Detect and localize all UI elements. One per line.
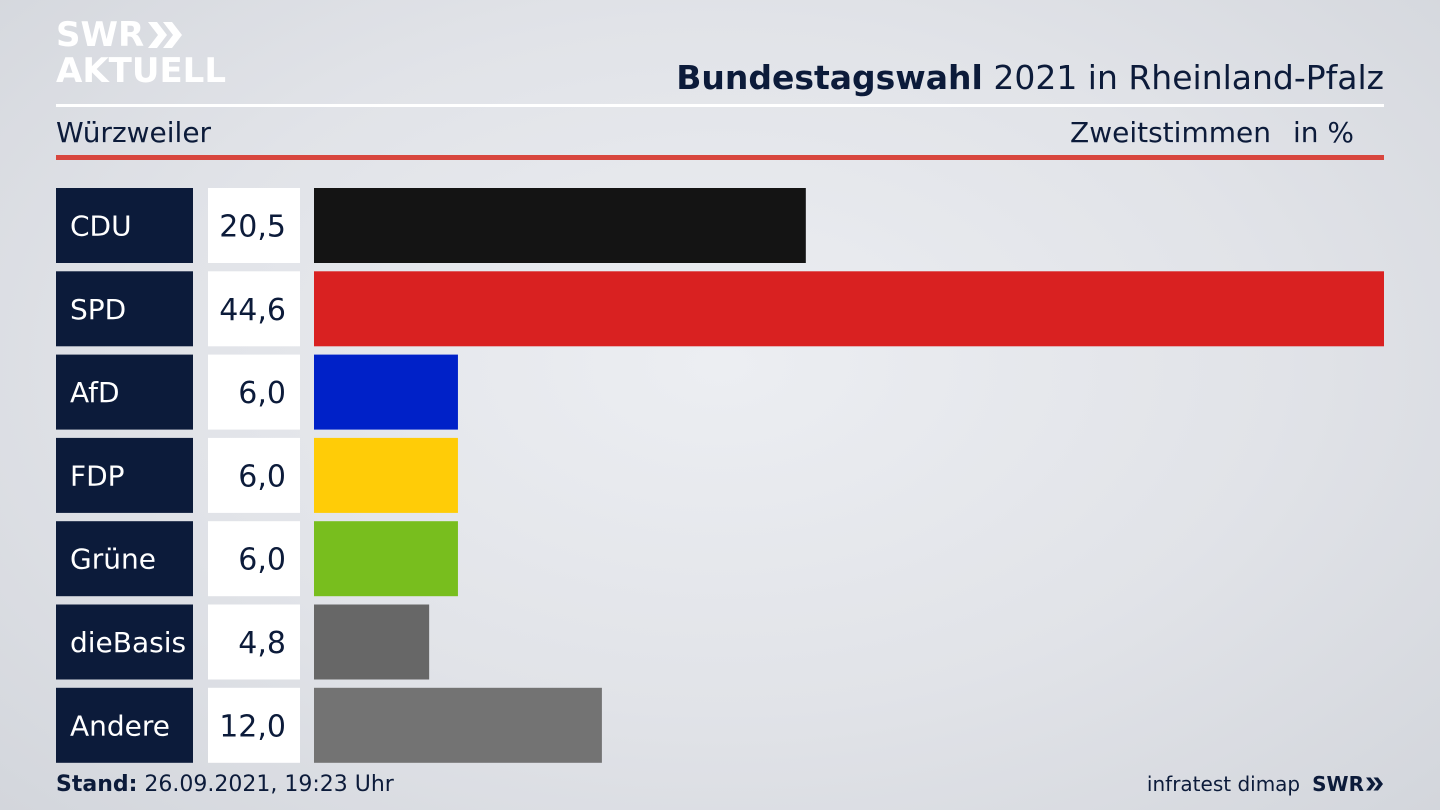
title-rest: 2021 in Rheinland-Pfalz [982, 58, 1384, 97]
party-label-box-fdp [56, 437, 193, 513]
bar-grüne [314, 521, 458, 597]
stand-label: Stand: [56, 772, 138, 797]
measure-text: Zweitstimmen [1070, 116, 1271, 149]
party-label-box-afd [56, 354, 193, 430]
value-label-cdu: 20,5 [219, 210, 286, 245]
page-title: Bundestagswahl 2021 in Rheinland-Pfalz [676, 58, 1384, 97]
bar-fdp [314, 437, 458, 513]
bar-spd [314, 271, 1384, 347]
footer-double-chevron-icon [1366, 777, 1383, 791]
bar-afd [314, 354, 458, 430]
party-label-box-grüne [56, 521, 193, 597]
value-label-spd: 44,6 [219, 293, 286, 328]
value-box-diebasis [208, 604, 300, 680]
timestamp: Stand: 26.09.2021, 19:23 Uhr [56, 772, 394, 797]
footer-swr-logo: SWR [1312, 772, 1384, 796]
value-label-afd: 6,0 [238, 376, 286, 411]
bar-diebasis [314, 604, 430, 680]
party-label-spd: SPD [70, 293, 126, 326]
value-label-fdp: 6,0 [238, 459, 286, 494]
source-credit: infratest dimap SWR [1147, 772, 1384, 796]
stand-value: 26.09.2021, 19:23 Uhr [137, 772, 394, 797]
party-label-fdp: FDP [70, 459, 125, 492]
party-label-afd: AfD [70, 376, 120, 409]
unit-text: in % [1292, 116, 1354, 149]
value-box-andere [208, 687, 300, 763]
region-name: Würzweiler [56, 116, 212, 149]
value-label-diebasis: 4,8 [238, 626, 286, 661]
title-bold: Bundestagswahl [676, 58, 983, 97]
party-label-box-spd [56, 271, 193, 347]
party-label-diebasis: dieBasis [70, 626, 186, 659]
value-box-afd [208, 354, 300, 430]
double-chevron-icon [148, 22, 183, 48]
party-label-box-diebasis [56, 604, 193, 680]
value-box-cdu [208, 188, 300, 263]
party-label-andere: Andere [70, 709, 170, 742]
footer-brand: SWR [1312, 772, 1364, 796]
party-label-grüne: Grüne [70, 543, 156, 576]
value-box-grüne [208, 521, 300, 597]
source-text: infratest dimap [1146, 772, 1301, 796]
swr-aktuell-logo: SWR AKTUELL [56, 18, 226, 88]
measure-label: Zweitstimmen in % [1070, 116, 1354, 149]
bar-andere [314, 687, 602, 763]
logo-aktuell-text: AKTUELL [56, 51, 227, 91]
party-label-box-cdu [56, 188, 193, 263]
value-box-fdp [208, 437, 300, 513]
header-divider [56, 104, 1384, 107]
party-label-cdu: CDU [70, 210, 132, 243]
value-label-grüne: 6,0 [238, 543, 286, 578]
party-label-box-andere [56, 687, 193, 763]
bar-cdu [314, 188, 806, 263]
logo-swr-text: SWR [56, 15, 145, 55]
value-label-andere: 12,0 [219, 709, 286, 744]
value-box-spd [208, 271, 300, 347]
accent-divider [56, 155, 1384, 160]
